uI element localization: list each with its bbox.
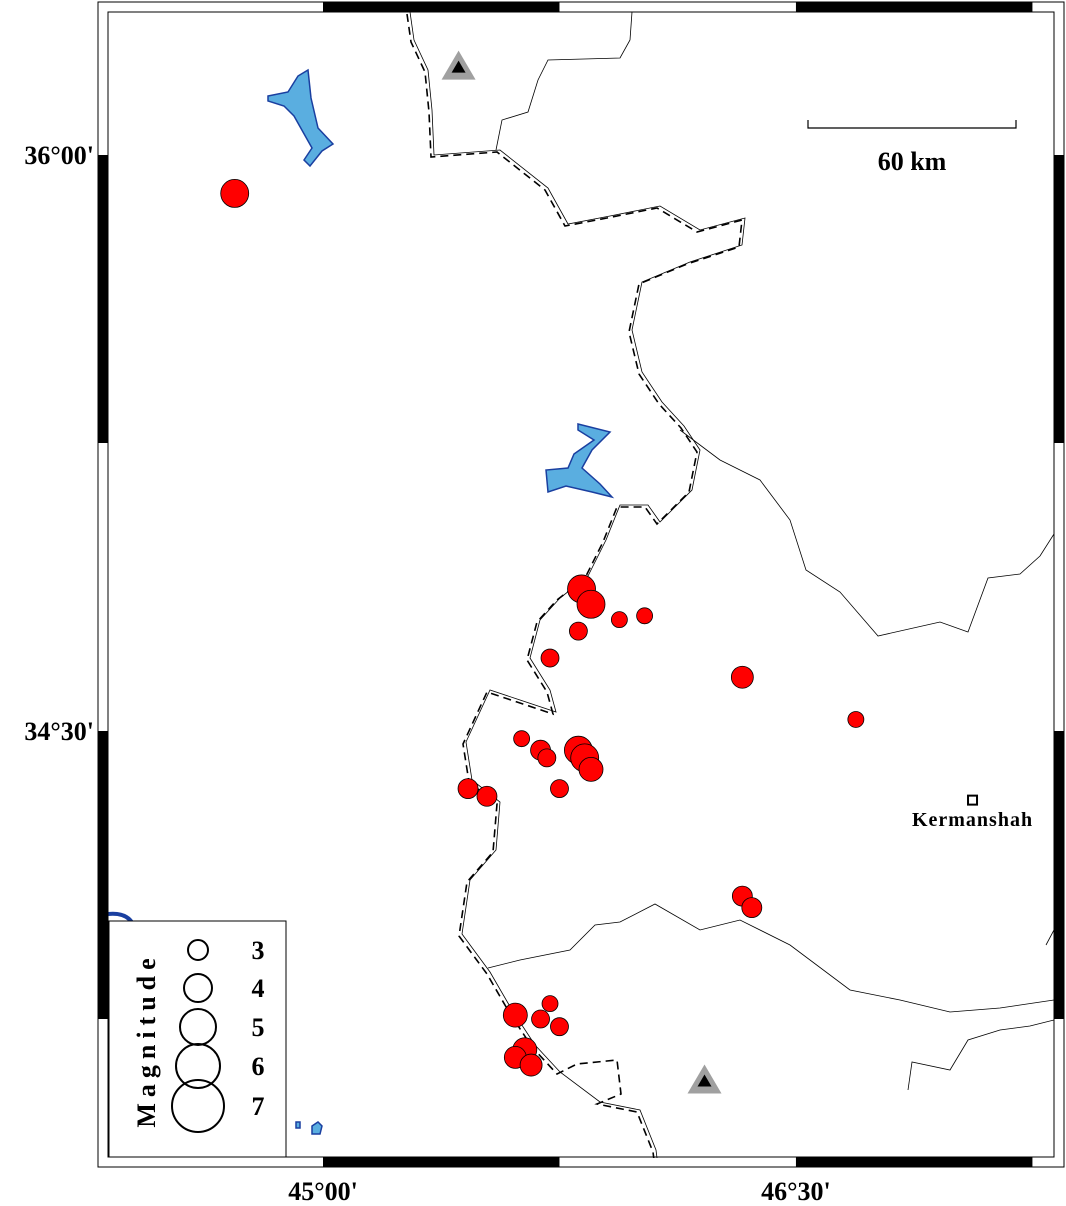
earthquake-event	[519, 1053, 543, 1077]
earthquake-events	[220, 178, 865, 1077]
scale-bar-label: 60 km	[878, 147, 947, 176]
legend-title: Magnitude	[132, 952, 161, 1127]
city-square-icon	[967, 794, 979, 806]
stations	[441, 50, 722, 1094]
lake-small	[295, 1121, 323, 1135]
boundary-line	[495, 12, 633, 151]
legend-circle	[175, 1043, 221, 1089]
legend-circle	[187, 939, 209, 961]
earthquake-event	[550, 779, 569, 798]
boundary-line	[487, 903, 1054, 1013]
tick-labels: 45°00' 46°30' 36°00' 34°30'	[24, 141, 830, 1206]
lat-tick-label: 36°00'	[24, 141, 94, 170]
earthquake-event	[578, 757, 604, 782]
boundary-line	[907, 1019, 1054, 1091]
boundary-line	[679, 429, 1054, 637]
lake-upper	[267, 68, 335, 168]
earthquake-event	[531, 1009, 550, 1029]
earthquake-event	[457, 778, 479, 799]
triangle-station-icon	[687, 1064, 722, 1094]
legend-label: 7	[252, 1092, 265, 1121]
triangle-station-icon	[441, 50, 476, 80]
legend-circle	[171, 1079, 225, 1133]
earthquake-event	[741, 897, 763, 919]
lon-tick-label: 46°30'	[761, 1177, 831, 1206]
lake-lower	[545, 423, 615, 499]
earthquake-event	[568, 621, 588, 641]
legend-label: 6	[252, 1052, 265, 1081]
earthquake-event	[550, 1017, 569, 1037]
earthquake-event	[576, 589, 606, 619]
legend-label: 3	[252, 936, 265, 965]
international-border-solid	[409, 12, 746, 1158]
earthquake-event	[847, 711, 865, 728]
earthquake-event	[610, 611, 628, 629]
earthquake-event	[540, 648, 560, 668]
international-border-dashed	[406, 13, 743, 1158]
city-kermanshah: Kermanshah	[912, 794, 1033, 831]
earthquake-event	[541, 995, 559, 1013]
earthquake-event	[476, 785, 498, 807]
map-frame	[97, 1, 1065, 1168]
earthquake-event	[220, 178, 250, 208]
lat-tick-label: 34°30'	[24, 717, 94, 746]
earthquake-event	[537, 748, 557, 768]
earthquake-event	[513, 730, 531, 748]
magnitude-legend: Magnitude 3 4 5 6 7	[108, 920, 287, 1158]
city-label: Kermanshah	[912, 809, 1033, 831]
lon-tick-label: 45°00'	[288, 1177, 358, 1206]
legend-label: 4	[252, 974, 265, 1003]
scale-bar: 60 km	[807, 120, 1017, 176]
earthquake-event	[502, 1002, 528, 1028]
earthquake-event	[730, 665, 754, 689]
boundary-line	[1045, 929, 1054, 946]
legend-circle	[183, 973, 213, 1003]
earthquake-event	[636, 607, 654, 625]
legend-label: 5	[252, 1013, 265, 1042]
